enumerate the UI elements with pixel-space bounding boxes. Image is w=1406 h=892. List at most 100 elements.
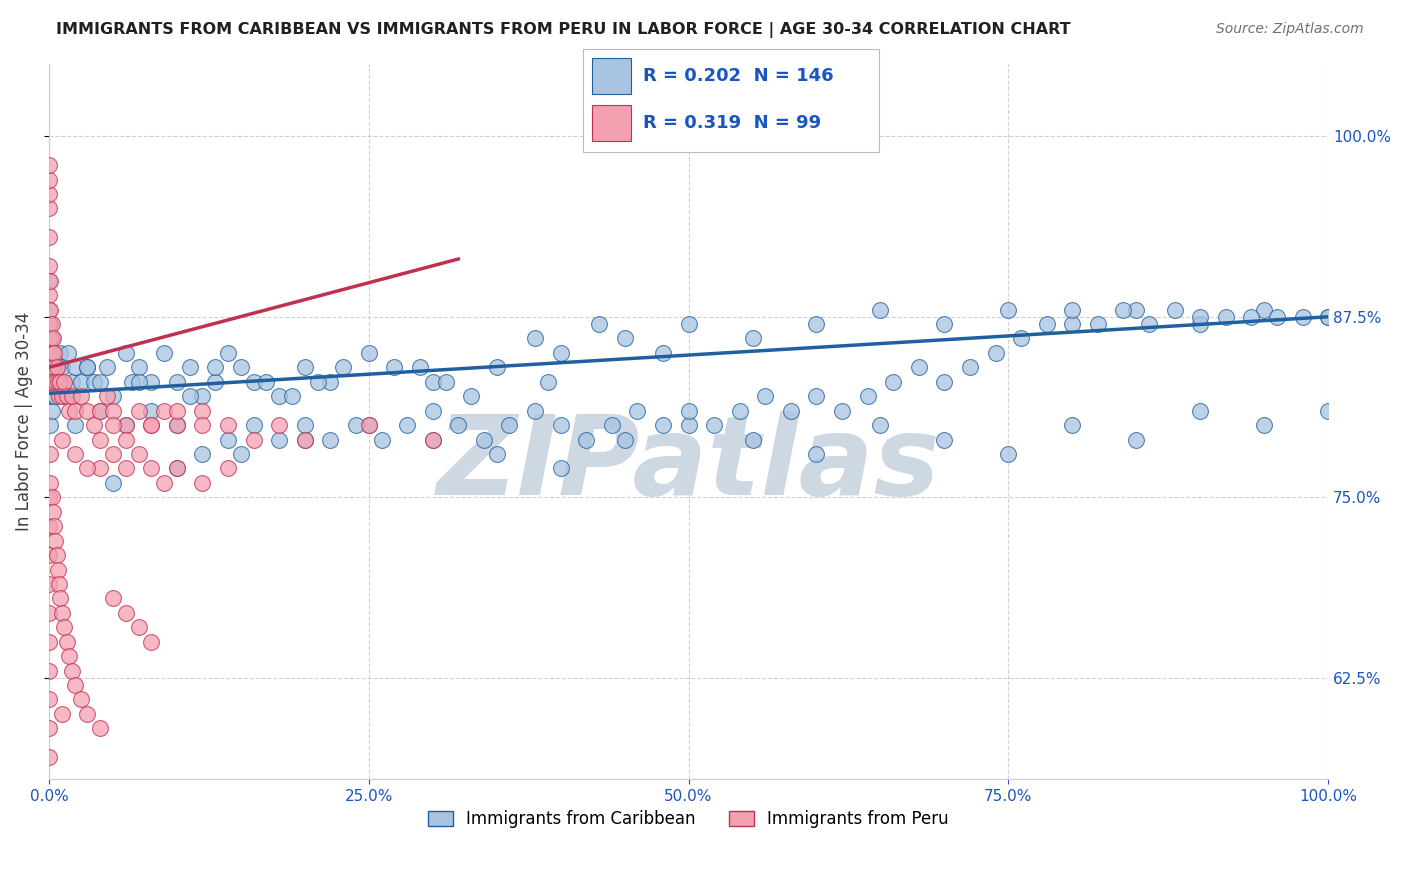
Point [89, 722, 111, 736]
Point [53, 375, 76, 389]
Point [48, 375, 70, 389]
Point [869, 302, 891, 317]
Y-axis label: In Labor Force | Age 30-34: In Labor Force | Age 30-34 [15, 312, 32, 531]
Point [38, 288, 60, 302]
Point [41, 317, 63, 331]
Point [38, 302, 60, 317]
Point [51, 360, 73, 375]
Point [1215, 310, 1237, 324]
Point [1125, 433, 1147, 447]
Point [63, 447, 86, 461]
Point [1062, 418, 1084, 433]
Point [460, 389, 482, 403]
Point [38, 750, 60, 764]
Point [38, 230, 60, 244]
Point [41, 346, 63, 360]
Point [229, 447, 252, 461]
Point [114, 418, 136, 433]
Point [41, 403, 63, 417]
Point [41, 331, 63, 345]
Point [38, 664, 60, 678]
Point [1035, 317, 1057, 331]
Point [141, 418, 163, 433]
Point [741, 433, 763, 447]
Point [1087, 317, 1109, 331]
Point [46, 360, 69, 375]
Point [56, 389, 79, 403]
Point [281, 389, 304, 403]
Point [128, 375, 150, 389]
Point [114, 433, 136, 447]
Point [294, 418, 316, 433]
Point [96, 389, 118, 403]
Point [524, 403, 547, 417]
Point [191, 447, 214, 461]
Point [49, 346, 72, 360]
Point [53, 620, 76, 634]
Point [806, 447, 828, 461]
Point [447, 418, 470, 433]
Point [678, 317, 700, 331]
Point [46, 562, 69, 576]
Point [728, 403, 751, 417]
Point [242, 375, 264, 389]
Point [319, 375, 342, 389]
Point [332, 360, 354, 375]
Point [42, 346, 65, 360]
Point [344, 418, 367, 433]
Point [204, 360, 226, 375]
Point [44, 533, 66, 548]
Point [141, 634, 163, 648]
Point [70, 692, 93, 706]
Point [153, 346, 176, 360]
Point [166, 403, 188, 417]
Point [191, 389, 214, 403]
Text: IMMIGRANTS FROM CARIBBEAN VS IMMIGRANTS FROM PERU IN LABOR FORCE | AGE 30-34 COR: IMMIGRANTS FROM CARIBBEAN VS IMMIGRANTS … [56, 22, 1071, 38]
Point [550, 461, 572, 475]
Point [76, 706, 98, 721]
Point [114, 418, 136, 433]
Point [83, 418, 105, 433]
Point [60, 375, 83, 389]
Text: ZIPatlas: ZIPatlas [437, 411, 941, 518]
Point [1317, 310, 1340, 324]
Point [294, 360, 316, 375]
Point [38, 577, 60, 591]
Point [422, 375, 444, 389]
Point [128, 360, 150, 375]
Point [1125, 302, 1147, 317]
Point [229, 360, 252, 375]
Point [89, 433, 111, 447]
Point [101, 475, 124, 490]
Point [242, 418, 264, 433]
Point [1189, 403, 1212, 417]
Point [294, 433, 316, 447]
Point [38, 375, 60, 389]
Point [191, 403, 214, 417]
Point [58, 649, 80, 664]
Point [96, 360, 118, 375]
Point [38, 317, 60, 331]
Point [76, 461, 98, 475]
Point [39, 475, 62, 490]
Point [70, 389, 93, 403]
Point [63, 418, 86, 433]
Point [44, 389, 66, 403]
Point [128, 447, 150, 461]
Point [319, 433, 342, 447]
Point [678, 403, 700, 417]
Point [1291, 310, 1313, 324]
Point [984, 346, 1007, 360]
Point [114, 606, 136, 620]
Point [307, 375, 329, 389]
Point [357, 418, 380, 433]
Point [51, 433, 73, 447]
Point [39, 317, 62, 331]
Point [76, 360, 98, 375]
Point [1240, 310, 1263, 324]
Point [38, 491, 60, 505]
Point [703, 418, 725, 433]
Point [613, 331, 636, 345]
Point [45, 548, 67, 562]
Point [42, 331, 65, 345]
